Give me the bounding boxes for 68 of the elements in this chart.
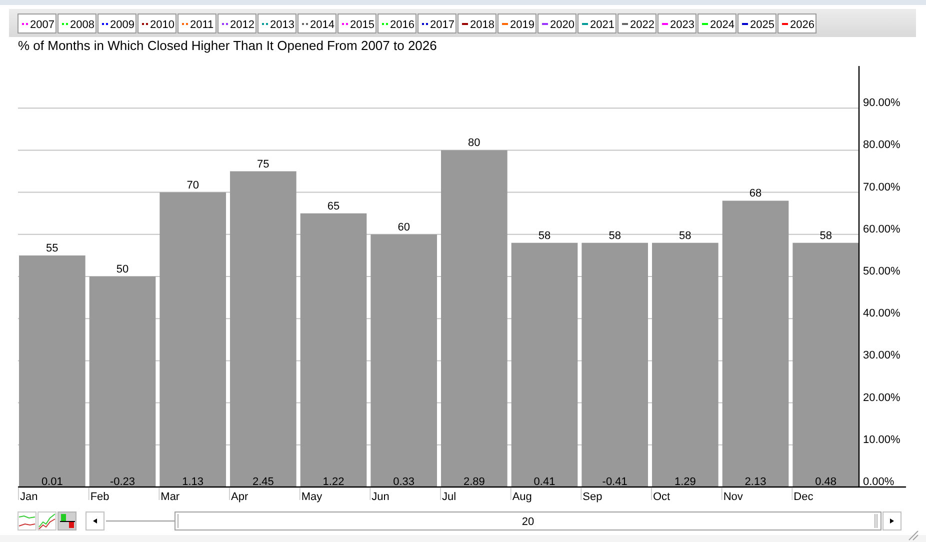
x-tick-label: Feb bbox=[90, 491, 110, 503]
legend-label: 2012 bbox=[230, 19, 254, 31]
y-tick-label: 30.00% bbox=[863, 350, 901, 362]
legend-label: 2007 bbox=[30, 19, 54, 31]
legend-label: 2025 bbox=[750, 19, 774, 31]
legend-label: 2020 bbox=[550, 19, 574, 31]
legend-label: 2010 bbox=[150, 19, 174, 31]
data-label: 55 bbox=[46, 242, 58, 254]
x-tick-label: Apr bbox=[231, 491, 248, 503]
data-label: 65 bbox=[327, 200, 340, 212]
annotation: 0.48 bbox=[815, 476, 837, 488]
data-label: 58 bbox=[608, 230, 621, 242]
data-label: 75 bbox=[257, 158, 270, 170]
text: 20 bbox=[522, 516, 534, 528]
x-tick-label: Jul bbox=[442, 491, 456, 503]
annotation: -0.41 bbox=[602, 476, 628, 488]
x-tick-label: Nov bbox=[723, 491, 744, 503]
x-tick-label: Mar bbox=[160, 491, 180, 503]
y-tick-label: 70.00% bbox=[863, 181, 901, 194]
legend-label: 2021 bbox=[590, 19, 614, 31]
x-tick-label: Dec bbox=[794, 491, 814, 503]
x-tick-label: Jun bbox=[372, 491, 390, 503]
y-tick-label: 60.00% bbox=[863, 223, 901, 236]
annotation: 2.89 bbox=[463, 476, 485, 488]
legend-label: 2022 bbox=[630, 19, 654, 31]
annotation: 0.01 bbox=[41, 476, 63, 488]
data-label: 58 bbox=[538, 230, 551, 242]
y-tick-label: 10.00% bbox=[863, 434, 901, 446]
data-label: 80 bbox=[468, 137, 480, 150]
legend-label: 2019 bbox=[510, 19, 534, 31]
data-label: 58 bbox=[679, 230, 692, 242]
annotation: -0.23 bbox=[110, 476, 136, 488]
annotation: 2.13 bbox=[744, 476, 766, 488]
data-label: 70 bbox=[186, 179, 199, 192]
annotation: 0.33 bbox=[393, 476, 415, 488]
legend-label: 2017 bbox=[430, 19, 454, 31]
y-tick-label: 80.00% bbox=[863, 139, 901, 152]
annotation: 2.45 bbox=[252, 476, 274, 488]
data-label: 68 bbox=[749, 188, 762, 200]
annotation: 1.22 bbox=[322, 476, 344, 488]
legend-label: 2013 bbox=[270, 19, 294, 31]
y-tick-label: 90.00% bbox=[863, 97, 901, 110]
legend-label: 2016 bbox=[390, 19, 414, 31]
data-label: 58 bbox=[820, 230, 832, 242]
legend-label: 2011 bbox=[190, 19, 214, 31]
legend-label: 2023 bbox=[670, 19, 694, 31]
legend-label: 2026 bbox=[790, 19, 814, 31]
x-tick-label: Sep bbox=[582, 491, 602, 503]
data-label: 50 bbox=[116, 264, 129, 276]
legend-label: 2014 bbox=[310, 19, 334, 31]
annotation: 1.29 bbox=[674, 476, 696, 488]
x-tick-label: May bbox=[301, 491, 323, 503]
y-tick-label: 40.00% bbox=[863, 308, 901, 320]
legend-label: 2018 bbox=[470, 19, 494, 31]
y-tick-label: 50.00% bbox=[863, 266, 901, 278]
y-tick-label: 0.00% bbox=[863, 476, 894, 488]
annotation: 0.41 bbox=[534, 476, 556, 488]
legend-label: 2009 bbox=[110, 19, 134, 31]
y-tick-label: 20.00% bbox=[863, 392, 901, 404]
chart-title: % of Months in Which Closed Higher Than It Opened From 2007 to 2026 bbox=[18, 38, 437, 53]
x-tick-label: Aug bbox=[512, 491, 532, 503]
legend-label: 2008 bbox=[70, 19, 94, 31]
legend-label: 2024 bbox=[710, 19, 734, 31]
annotation: 1.13 bbox=[182, 476, 204, 488]
legend-label: 2015 bbox=[350, 19, 374, 31]
x-tick-label: Jan bbox=[20, 491, 38, 503]
data-label: 60 bbox=[398, 221, 410, 234]
x-tick-label: Oct bbox=[653, 491, 670, 503]
